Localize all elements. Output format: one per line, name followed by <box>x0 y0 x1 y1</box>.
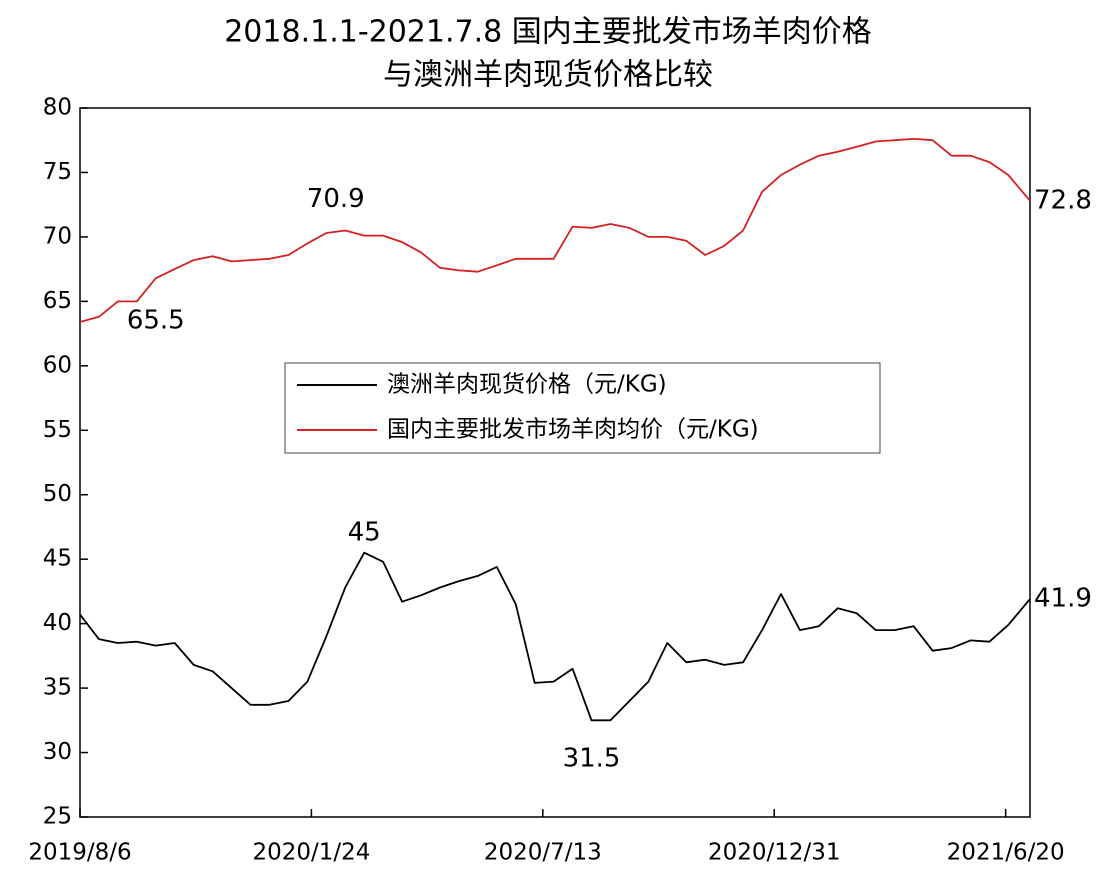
y-tick-label: 65 <box>43 288 72 314</box>
legend-label: 国内主要批发市场羊肉均价（元/KG) <box>387 417 759 443</box>
x-tick-label: 2020/1/24 <box>252 840 370 866</box>
y-tick-label: 45 <box>43 546 72 572</box>
y-tick-label: 75 <box>43 159 72 185</box>
y-tick-label: 60 <box>43 352 72 378</box>
annotation: 41.9 <box>1034 584 1092 614</box>
series-line <box>79 551 1031 722</box>
y-tick-label: 30 <box>43 739 72 765</box>
y-tick-label: 80 <box>43 95 72 121</box>
y-tick-label: 25 <box>43 804 72 830</box>
legend-box <box>284 362 881 454</box>
y-tick-label: 55 <box>43 417 72 443</box>
chart-title: 与澳洲羊肉现货价格比较 <box>383 58 713 93</box>
annotation: 45 <box>348 518 381 548</box>
plot-frame <box>79 107 1031 818</box>
annotation: 72.8 <box>1034 185 1092 215</box>
annotation: 70.9 <box>307 184 365 214</box>
y-tick-label: 40 <box>43 610 72 636</box>
x-tick-label: 2020/7/13 <box>484 840 602 866</box>
x-tick-label: 2019/8/6 <box>28 840 131 866</box>
y-tick-label: 50 <box>43 481 72 507</box>
x-tick-label: 2020/12/31 <box>708 840 841 866</box>
legend-label: 澳洲羊肉现货价格（元/KG) <box>387 372 667 398</box>
annotation: 65.5 <box>127 305 185 335</box>
series-line <box>79 138 1031 323</box>
chart-title: 2018.1.1-2021.7.8 国内主要批发市场羊肉价格 <box>224 15 872 50</box>
x-tick-label: 2021/6/20 <box>947 840 1065 866</box>
y-tick-label: 70 <box>43 223 72 249</box>
y-tick-label: 35 <box>43 675 72 701</box>
annotation: 31.5 <box>563 744 621 774</box>
